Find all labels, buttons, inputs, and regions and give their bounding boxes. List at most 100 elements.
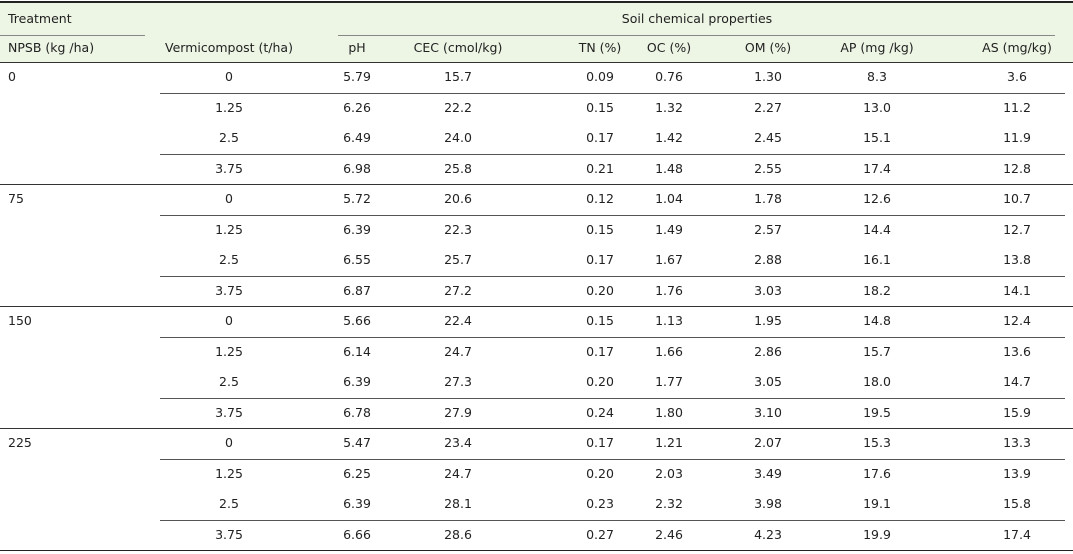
cell: 2.5: [219, 496, 239, 511]
cell: 12.4: [1003, 313, 1031, 328]
cell: 2.5: [219, 130, 239, 145]
cell: 3.75: [215, 160, 243, 176]
group-rule: [0, 306, 1073, 307]
cell: 1.48: [655, 160, 683, 176]
cell: 27.3: [444, 374, 472, 389]
cell: 3.10: [754, 404, 782, 420]
cell: 5.79: [343, 69, 371, 84]
cell: 6.49: [343, 130, 371, 145]
cell: 0.17: [586, 435, 614, 450]
cell: 15.7: [863, 343, 891, 359]
cell: 3.49: [754, 465, 782, 481]
cell: 1.95: [754, 313, 782, 328]
cell: 1.67: [655, 252, 683, 267]
cell: 0: [225, 69, 233, 84]
cell: 2.03: [655, 465, 683, 481]
cell: 12.8: [1003, 160, 1031, 176]
cell: 14.4: [863, 221, 891, 237]
cell: 0.15: [586, 99, 614, 115]
cell: 8.3: [867, 69, 887, 84]
cell: 11.9: [1003, 130, 1031, 145]
cell: 6.39: [343, 221, 371, 237]
cell: 6.25: [343, 465, 371, 481]
cell: 6.98: [343, 160, 371, 176]
cell: 3.6: [1007, 69, 1027, 84]
npsb-cell: 0: [8, 69, 16, 84]
column-header: AP (mg /kg): [840, 40, 914, 55]
npsb-cell: 225: [8, 435, 32, 450]
cell: 0.27: [586, 526, 614, 542]
cell: 5.72: [343, 191, 371, 206]
cell: 0.15: [586, 313, 614, 328]
cell: 6.39: [343, 374, 371, 389]
column-header: pH: [348, 40, 366, 55]
top-rule: [0, 1, 1073, 3]
cell: 0.17: [586, 343, 614, 359]
cell: 13.0: [863, 99, 891, 115]
cell: 1.25: [215, 99, 243, 115]
cell: 0.20: [586, 282, 614, 298]
cell: 2.45: [754, 130, 782, 145]
cell: 0: [225, 191, 233, 206]
cell: 1.32: [655, 99, 683, 115]
column-header: NPSB (kg /ha): [8, 40, 95, 55]
cell: 6.39: [343, 496, 371, 511]
soil-header: Soil chemical properties: [621, 11, 773, 26]
row-rule: [160, 154, 1065, 155]
cell: 18.0: [863, 374, 891, 389]
cell: 3.75: [215, 526, 243, 542]
cell: 27.2: [444, 282, 472, 298]
cell: 1.77: [655, 374, 683, 389]
cell: 19.5: [863, 404, 891, 420]
cell: 14.1: [1003, 282, 1031, 298]
cell: 15.7: [444, 69, 472, 84]
cell: 6.55: [343, 252, 371, 267]
soil-rule: [338, 35, 1055, 36]
cell: 27.9: [444, 404, 472, 420]
cell: 3.05: [754, 374, 782, 389]
cell: 10.7: [1003, 191, 1031, 206]
column-header: TN (%): [578, 40, 622, 55]
cell: 1.42: [655, 130, 683, 145]
cell: 1.76: [655, 282, 683, 298]
cell: 6.14: [343, 343, 371, 359]
cell: 0.15: [586, 221, 614, 237]
cell: 15.3: [863, 435, 891, 450]
cell: 24.0: [444, 130, 472, 145]
cell: 5.66: [343, 313, 371, 328]
cell: 1.25: [215, 465, 243, 481]
cell: 14.8: [863, 313, 891, 328]
cell: 22.2: [444, 99, 472, 115]
row-rule: [160, 459, 1065, 460]
row-rule: [160, 520, 1065, 521]
column-header: OM (%): [744, 40, 792, 55]
cell: 15.1: [863, 130, 891, 145]
cell: 15.9: [1003, 404, 1031, 420]
cell: 17.6: [863, 465, 891, 481]
cell: 1.78: [754, 191, 782, 206]
cell: 1.25: [215, 343, 243, 359]
cell: 1.13: [655, 313, 683, 328]
cell: 14.7: [1003, 374, 1031, 389]
cell: 2.5: [219, 252, 239, 267]
cell: 13.9: [1003, 465, 1031, 481]
cell: 19.9: [863, 526, 891, 542]
cell: 16.1: [863, 252, 891, 267]
cell: 6.66: [343, 526, 371, 542]
cell: 19.1: [863, 496, 891, 511]
group-rule: [0, 428, 1073, 429]
cell: 2.55: [754, 160, 782, 176]
column-header: AS (mg/kg): [982, 40, 1052, 55]
cell: 12.7: [1003, 221, 1031, 237]
cell: 0.17: [586, 130, 614, 145]
cell: 1.21: [655, 435, 683, 450]
header-background: [0, 2, 1073, 62]
cell: 0.20: [586, 374, 614, 389]
cell: 3.98: [754, 496, 782, 511]
cell: 17.4: [863, 160, 891, 176]
cell: 24.7: [444, 343, 472, 359]
cell: 2.46: [655, 526, 683, 542]
cell: 11.2: [1003, 99, 1031, 115]
cell: 2.32: [655, 496, 683, 511]
cell: 1.80: [655, 404, 683, 420]
